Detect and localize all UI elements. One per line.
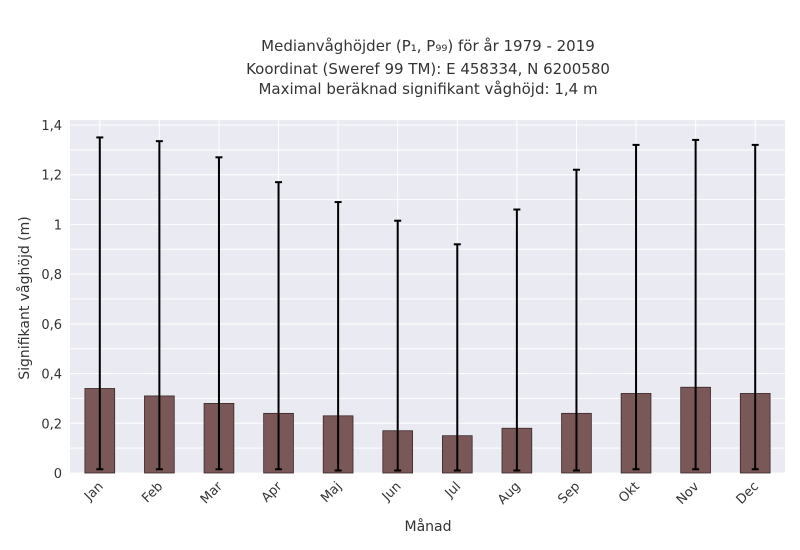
- error-bar-dec: [751, 143, 759, 471]
- error-bar-sep: [572, 168, 580, 472]
- chart-title: Medianvåghöjder (P₁, P₉₉) för år 1979 - …: [246, 37, 610, 98]
- y-tick-label: 0: [54, 467, 62, 482]
- y-tick-label: 1: [54, 218, 62, 233]
- error-bar-okt: [632, 143, 640, 471]
- plot-area: [70, 120, 785, 473]
- y-tick-label: 0,6: [41, 318, 62, 333]
- x-axis-label: Månad: [405, 518, 452, 535]
- error-bar-nov: [692, 138, 700, 471]
- error-bar-mar: [215, 156, 223, 471]
- error-bar-jan: [96, 136, 104, 471]
- y-tick-label: 1,4: [41, 119, 62, 134]
- error-bar-jul: [453, 243, 461, 472]
- error-bars: [96, 136, 759, 472]
- error-bar-maj: [334, 201, 342, 472]
- y-axis-ticks: 0 0,2 0,4 0,6 0,8 1 1,2 1,4: [41, 119, 62, 482]
- title-line-1: Medianvåghöjder (P₁, P₉₉) för år 1979 - …: [261, 37, 595, 55]
- title-line-3: Maximal beräknad signifikant våghöjd: 1,…: [258, 80, 597, 98]
- y-tick-label: 0,4: [41, 368, 62, 383]
- error-bar-feb: [155, 140, 163, 471]
- y-axis-label: Signifikant våghöjd (m): [16, 216, 33, 379]
- title-line-2: Koordinat (Sweref 99 TM): E 458334, N 62…: [246, 60, 610, 78]
- error-bar-apr: [275, 181, 283, 471]
- y-tick-label: 0,8: [41, 268, 62, 283]
- error-bar-aug: [513, 208, 521, 472]
- y-tick-label: 0,2: [41, 417, 62, 432]
- error-bar-jun: [394, 219, 402, 472]
- y-tick-label: 1,2: [41, 169, 62, 184]
